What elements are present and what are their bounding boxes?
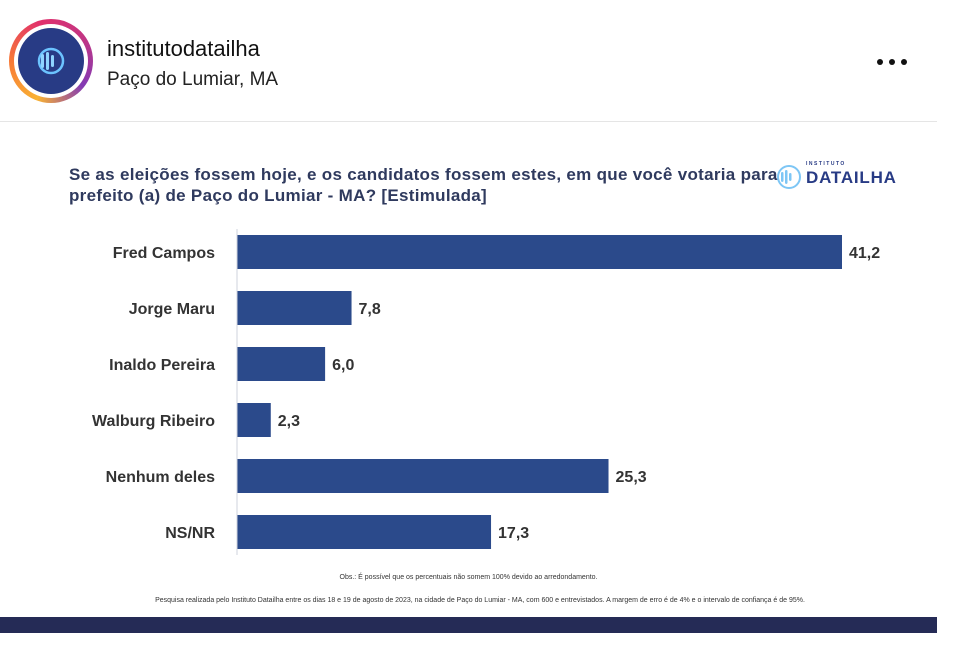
bar: [237, 403, 271, 437]
bar: [237, 235, 842, 269]
value-label: 6,0: [332, 357, 354, 374]
datailha-mark-icon: [777, 165, 801, 189]
datailha-logo-icon: [18, 28, 84, 94]
chart-note: Obs.: É possível que os percentuais não …: [339, 574, 598, 581]
more-dot: [901, 59, 907, 65]
bar: [237, 459, 609, 493]
avatar-border: [14, 24, 88, 98]
logo-caption: INSTITUTO: [806, 161, 846, 167]
value-label: 7,8: [359, 301, 381, 318]
post-location[interactable]: Paço do Lumiar, MA: [107, 69, 279, 90]
more-dot: [889, 59, 895, 65]
more-options-icon[interactable]: [868, 44, 916, 80]
datailha-logo: INSTITUTO DATAILHA: [775, 159, 915, 199]
post-header: institutodatailha Paço do Lumiar, MA: [0, 0, 937, 122]
image-bottom-band: [0, 617, 937, 633]
category-label: Fred Campos: [113, 245, 215, 262]
value-label: 17,3: [498, 525, 529, 542]
category-label: Walburg Ribeiro: [92, 413, 215, 430]
value-label: 41,2: [849, 245, 880, 262]
value-label: 25,3: [616, 469, 647, 486]
logo-wordmark: DATAILHA: [806, 168, 897, 187]
category-label: Nenhum deles: [106, 469, 215, 486]
chart-source: Pesquisa realizada pelo Instituto Datail…: [155, 597, 805, 604]
category-label: Jorge Maru: [129, 301, 215, 318]
bar: [237, 515, 492, 549]
bar: [237, 347, 326, 381]
bar: [237, 291, 352, 325]
more-dot: [877, 59, 883, 65]
bar-chart: Fred Campos 41,2 Jorge Maru 7,8 Inaldo Perei…: [92, 229, 880, 555]
account-username[interactable]: institutodatailha: [107, 36, 260, 61]
category-label: Inaldo Pereira: [109, 357, 215, 374]
profile-avatar[interactable]: [9, 19, 93, 103]
value-label: 2,3: [278, 413, 300, 430]
chart-title: Se as eleições fossem hoje, e os candida…: [69, 165, 778, 205]
post-image: Se as eleições fossem hoje, e os candida…: [0, 123, 937, 633]
category-label: NS/NR: [165, 525, 215, 542]
